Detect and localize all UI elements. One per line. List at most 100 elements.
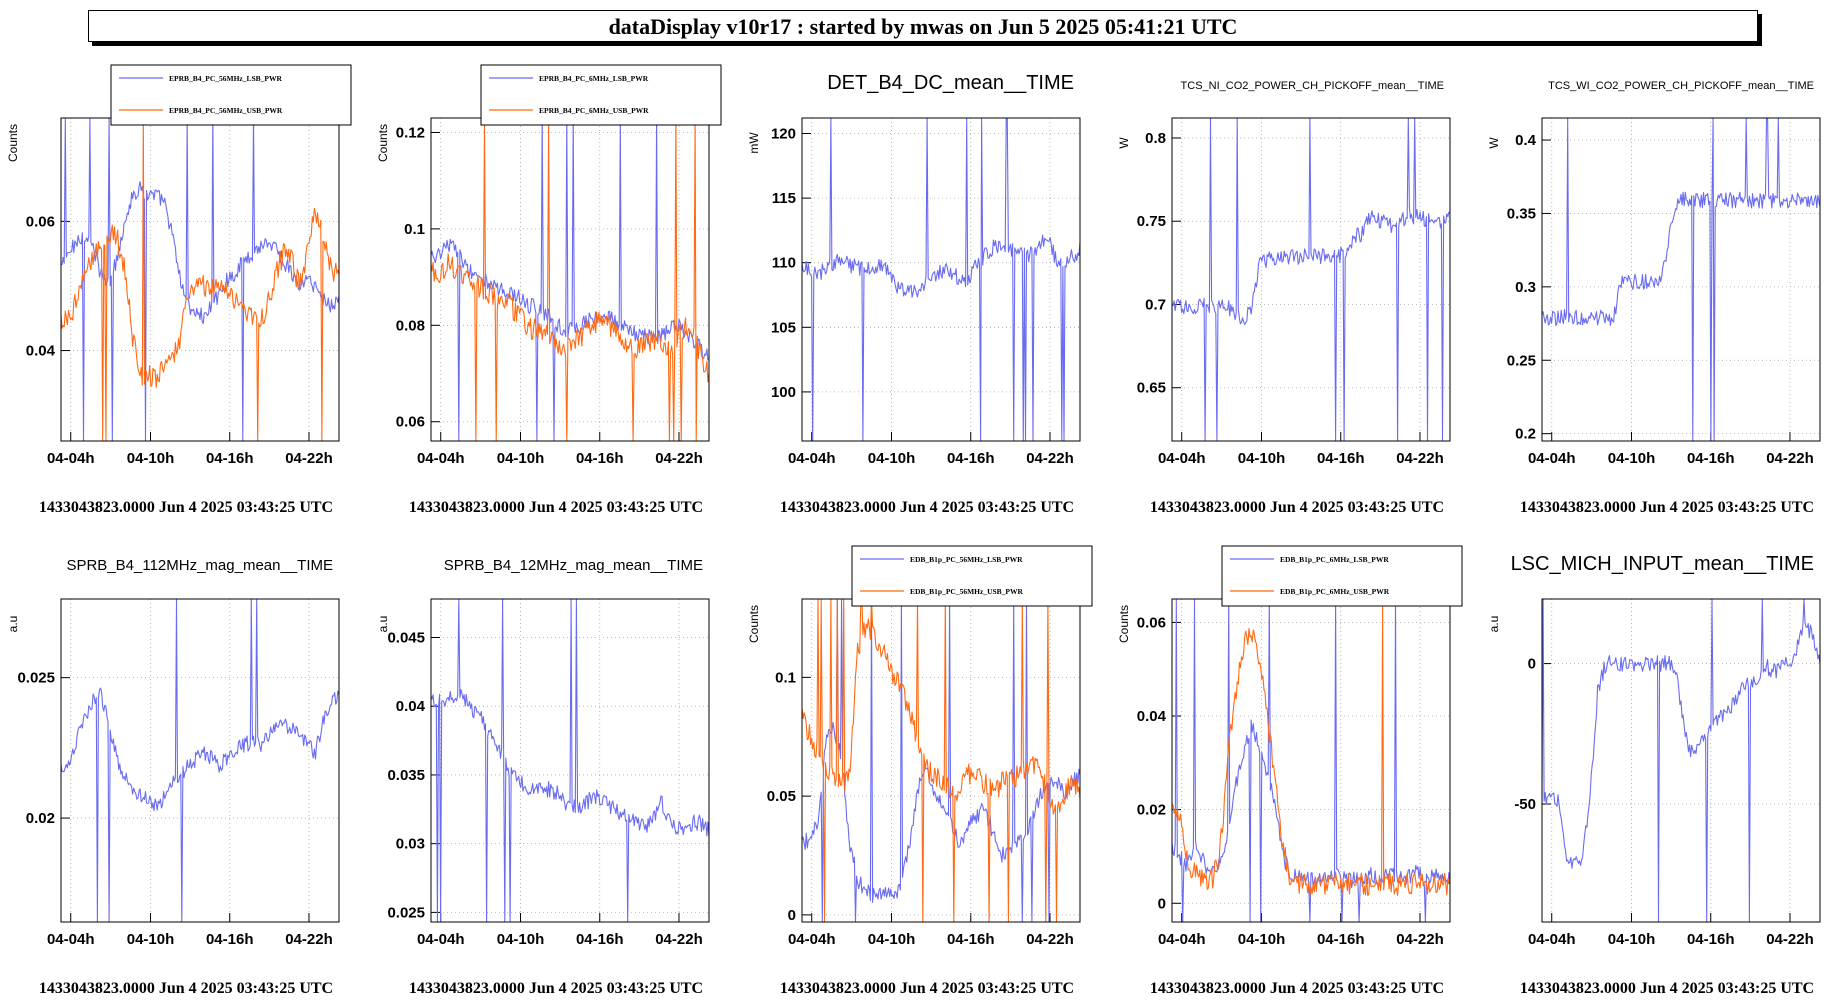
legend-entry: EPRB_B4_PC_6MHz_LSB_PWR	[539, 74, 649, 83]
y-tick-label: 0.3	[1515, 279, 1536, 296]
y-axis-label: W	[1117, 137, 1131, 149]
y-tick-label: 0.65	[1137, 380, 1166, 397]
x-tick-label: 04-10h	[1608, 931, 1656, 948]
y-tick-label: 0.025	[387, 904, 425, 921]
y-tick-label: 0.045	[387, 629, 425, 646]
x-tick-label: 04-10h	[1238, 450, 1286, 467]
chart-panel-10: 04-04h 04-10h 04-16h 04-22h -50 0 a.u LSC_MICH_…	[1487, 553, 1821, 997]
chart-title: DET_B4_DC_mean__TIME	[827, 72, 1074, 94]
y-tick-label: 0.02	[26, 810, 55, 827]
timestamp-footer: 1433043823.0000 Jun 4 2025 03:43:25 UTC	[39, 499, 333, 516]
timestamp-footer: 1433043823.0000 Jun 4 2025 03:43:25 UTC	[1520, 980, 1814, 997]
series-line-blue	[60, 598, 340, 923]
legend-box	[851, 545, 1093, 607]
x-tick-label: 04-04h	[47, 450, 95, 467]
plot-frame	[1171, 117, 1451, 442]
timestamp-footer: 1433043823.0000 Jun 4 2025 03:43:25 UTC	[39, 980, 333, 997]
y-tick-label: 0.03	[396, 836, 425, 853]
timestamp-footer: 1433043823.0000 Jun 4 2025 03:43:25 UTC	[1150, 499, 1444, 516]
plot-frame	[801, 117, 1081, 442]
chart-panel-2: 04-04h 04-10h 04-16h 04-22h 0.06 0.08 0.1 0.12 C…	[376, 64, 722, 516]
x-tick-label: 04-22h	[1026, 450, 1074, 467]
x-tick-label: 04-16h	[1317, 450, 1365, 467]
y-tick-label: 0.75	[1137, 213, 1166, 230]
y-tick-label: 0.06	[26, 213, 55, 230]
series-line-blue	[430, 117, 710, 442]
timestamp-footer: 1433043823.0000 Jun 4 2025 03:43:25 UTC	[1150, 980, 1444, 997]
y-tick-label: 0.05	[767, 788, 796, 805]
x-tick-label: 04-22h	[285, 450, 333, 467]
x-tick-label: 04-16h	[206, 450, 254, 467]
x-tick-label: 04-10h	[868, 931, 916, 948]
y-tick-label: 0	[788, 907, 796, 924]
y-axis-label: Counts	[376, 124, 390, 162]
y-axis-label: Counts	[747, 605, 761, 643]
legend-entry: EDB_B1p_PC_56MHz_LSB_PWR	[910, 555, 1023, 564]
x-tick-label: 04-10h	[497, 931, 545, 948]
y-tick-label: -50	[1514, 796, 1536, 813]
y-tick-label: 0.35	[1507, 205, 1536, 222]
x-tick-label: 04-22h	[1396, 450, 1444, 467]
x-tick-label: 04-16h	[1687, 450, 1735, 467]
chart-panel-5: 04-04h 04-10h 04-16h 04-22h 0.2 0.25 0.3 0.35 0.…	[1487, 80, 1821, 516]
x-tick-label: 04-10h	[1238, 931, 1286, 948]
y-tick-label: 105	[771, 319, 796, 336]
series-line-orange	[430, 117, 710, 442]
series-line-orange	[1171, 598, 1451, 896]
legend-entry: EPRB_B4_PC_56MHz_USB_PWR	[169, 106, 283, 115]
y-tick-label: 0.8	[1145, 130, 1166, 147]
x-tick-label: 04-10h	[497, 450, 545, 467]
y-tick-label: 0.1	[404, 221, 425, 238]
y-tick-label: 0.7	[1145, 296, 1166, 313]
plot-frame	[1541, 598, 1821, 923]
y-tick-label: 0.08	[396, 317, 425, 334]
x-tick-label: 04-16h	[1317, 931, 1365, 948]
x-tick-label: 04-16h	[1687, 931, 1735, 948]
chart-title: TCS_NI_CO2_POWER_CH_PICKOFF_mean__TIME	[1181, 80, 1444, 92]
series-line-blue	[1171, 117, 1451, 442]
x-tick-label: 04-22h	[285, 931, 333, 948]
y-tick-label: 0.12	[396, 124, 425, 141]
plot-area	[1172, 118, 1450, 441]
y-tick-label: 115	[772, 190, 796, 207]
y-tick-label: 0	[1158, 895, 1166, 912]
y-tick-label: 0.04	[1137, 708, 1167, 725]
y-tick-label: 0.06	[396, 414, 425, 431]
series-line-orange	[60, 117, 340, 442]
plot-frame	[1541, 117, 1821, 442]
y-axis-label: Counts	[1117, 605, 1131, 643]
timestamp-footer: 1433043823.0000 Jun 4 2025 03:43:25 UTC	[780, 499, 1074, 516]
y-tick-label: 0	[1528, 656, 1536, 673]
x-tick-label: 04-04h	[1158, 450, 1206, 467]
plot-area	[61, 599, 339, 922]
legend-entry: EDB_B1p_PC_6MHz_USB_PWR	[1280, 587, 1390, 596]
plot-area	[1542, 599, 1820, 922]
y-tick-label: 0.04	[26, 343, 56, 360]
y-tick-label: 0.4	[1515, 132, 1537, 149]
x-tick-label: 04-04h	[47, 931, 95, 948]
chart-panel-7: 04-04h 04-10h 04-16h 04-22h 0.025 0.03 0.035 0.…	[376, 557, 710, 997]
y-tick-label: 100	[771, 384, 796, 401]
chart-panel-8: 04-04h 04-10h 04-16h 04-22h 0 0.05 0.1 Counts ED…	[747, 545, 1093, 997]
x-tick-label: 04-22h	[655, 931, 703, 948]
series-line-blue	[1541, 598, 1821, 923]
legend: EPRB_B4_PC_56MHz_LSB_PWR EPRB_B4_PC_56MHz…	[110, 64, 352, 126]
plot-area	[431, 118, 709, 441]
y-axis-label: a.u	[1487, 616, 1501, 633]
x-tick-label: 04-16h	[947, 450, 995, 467]
y-axis-label: W	[1487, 137, 1501, 149]
y-axis-label: Counts	[6, 124, 20, 162]
legend-entry: EPRB_B4_PC_6MHz_USB_PWR	[539, 106, 649, 115]
x-tick-label: 04-10h	[1608, 450, 1656, 467]
series-line-blue	[1171, 598, 1451, 923]
legend: EDB_B1p_PC_56MHz_LSB_PWR EDB_B1p_PC_56MHz…	[851, 545, 1093, 607]
series-line-blue	[801, 117, 1081, 442]
x-tick-label: 04-10h	[127, 450, 175, 467]
chart-panel-9: 04-04h 04-10h 04-16h 04-22h 0 0.02 0.04 0.06 Cou…	[1117, 545, 1463, 997]
timestamp-footer: 1433043823.0000 Jun 4 2025 03:43:25 UTC	[780, 980, 1074, 997]
timestamp-footer: 1433043823.0000 Jun 4 2025 03:43:25 UTC	[409, 980, 703, 997]
chart-title: SPRB_B4_112MHz_mag_mean__TIME	[66, 557, 333, 574]
legend-entry: EPRB_B4_PC_56MHz_LSB_PWR	[169, 74, 283, 83]
legend-entry: EDB_B1p_PC_6MHz_LSB_PWR	[1280, 555, 1389, 564]
